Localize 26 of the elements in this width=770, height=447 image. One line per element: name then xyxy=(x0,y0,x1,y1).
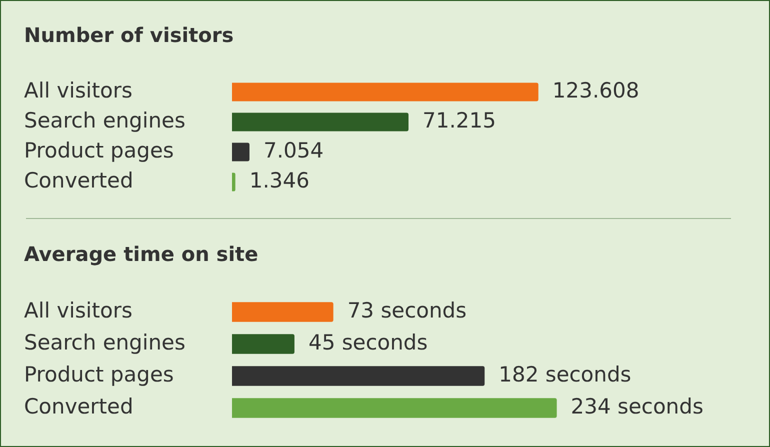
bar xyxy=(232,172,236,192)
chart-title: Number of visitors xyxy=(24,23,234,48)
bar xyxy=(232,398,557,418)
y-tick-label: Converted xyxy=(24,394,134,418)
data-label: 234 seconds xyxy=(570,394,704,418)
data-label: 1.346 xyxy=(249,168,310,192)
y-tick-label: All visitors xyxy=(24,298,132,322)
bar xyxy=(232,302,334,322)
data-label: 45 seconds xyxy=(308,330,428,354)
bar xyxy=(232,142,250,162)
y-tick-label: Product pages xyxy=(24,138,174,162)
data-label: 182 seconds xyxy=(498,362,632,386)
y-tick-label: Search engines xyxy=(24,108,186,132)
bar xyxy=(232,112,409,132)
chart-title: Average time on site xyxy=(24,242,258,266)
y-tick-label: Converted xyxy=(24,168,134,192)
y-tick-label: Product pages xyxy=(24,362,174,386)
data-label: 123.608 xyxy=(552,78,640,102)
bar xyxy=(232,366,485,386)
data-label: 73 seconds xyxy=(347,298,467,322)
bar xyxy=(232,82,538,102)
y-tick-label: All visitors xyxy=(24,78,132,102)
bar xyxy=(232,334,294,354)
data-label: 71.215 xyxy=(422,108,496,132)
y-tick-label: Search engines xyxy=(24,330,186,354)
data-label: 7.054 xyxy=(263,138,324,162)
